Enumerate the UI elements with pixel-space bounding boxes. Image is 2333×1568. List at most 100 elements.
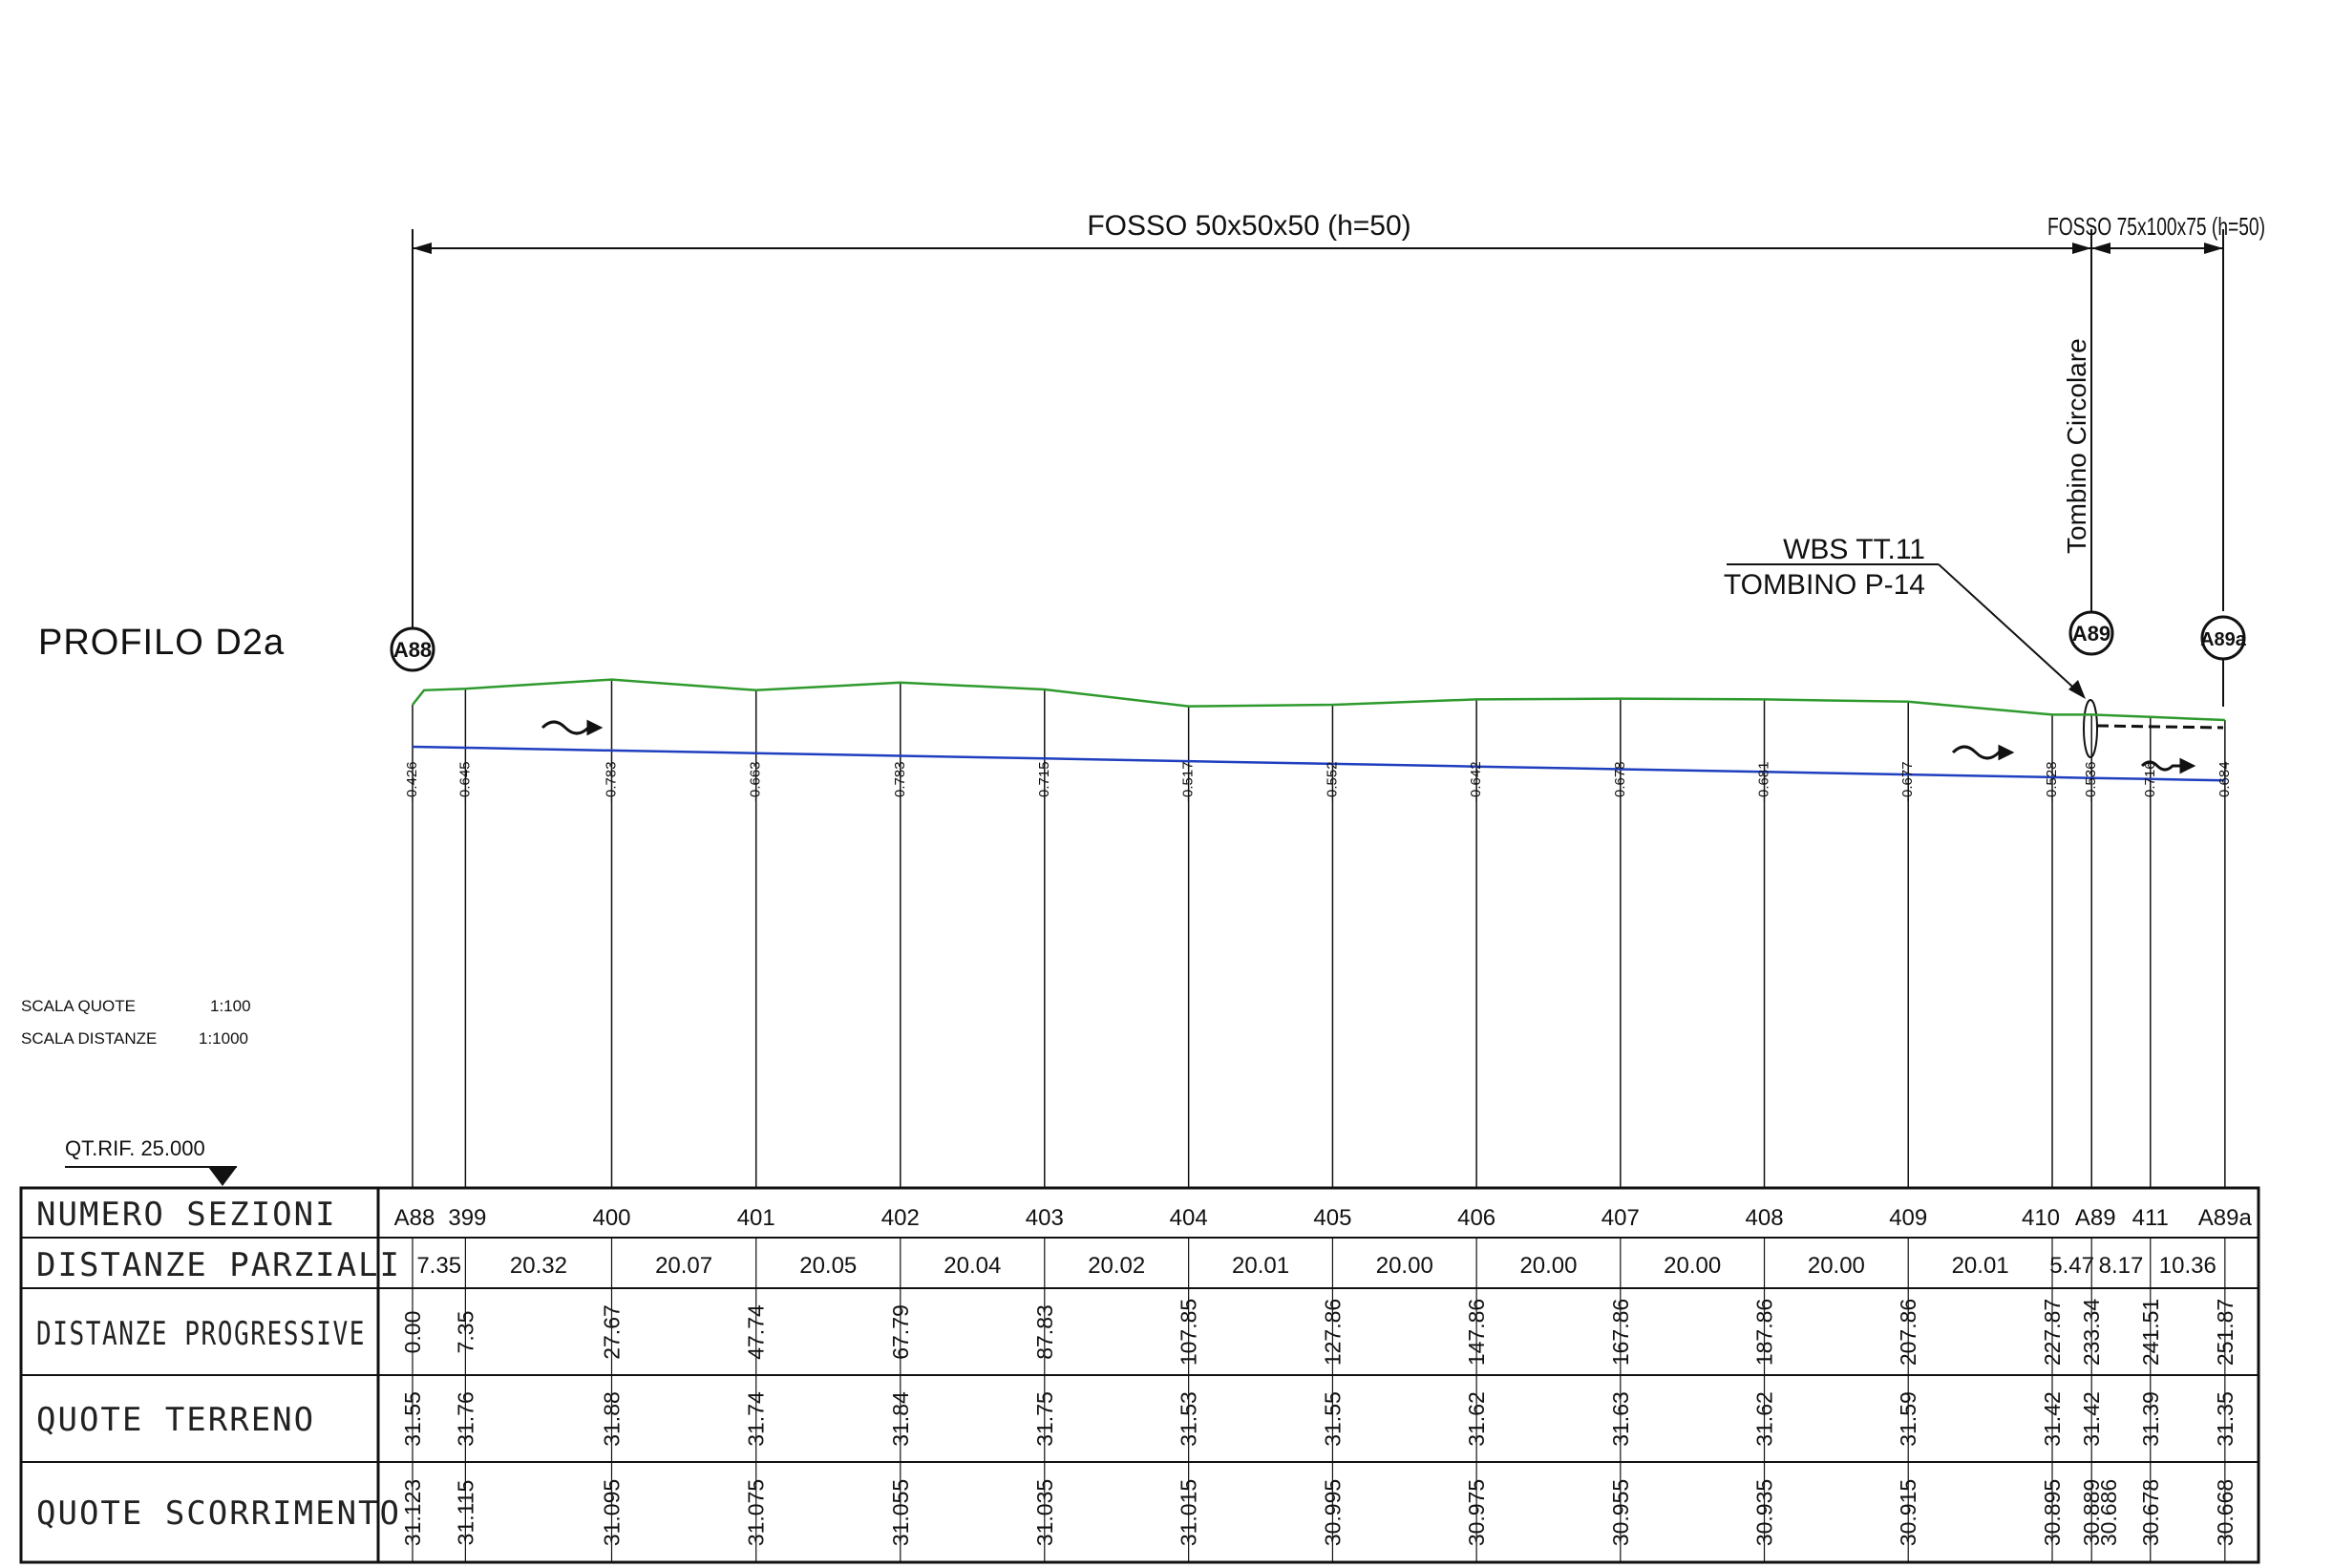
- partial-distance: 20.04: [944, 1253, 1001, 1279]
- partial-distance: 20.00: [1519, 1253, 1577, 1279]
- depth-label: -0.517: [1180, 761, 1197, 802]
- arrow-icon: [2204, 243, 2223, 254]
- progressive-distance: 107.85: [1177, 1299, 1201, 1366]
- progressive-distance: 167.86: [1608, 1299, 1633, 1366]
- partial-distance: 10.36: [2159, 1253, 2216, 1279]
- arrow-icon: [413, 243, 432, 254]
- depth-label: -0.536: [2083, 761, 2099, 802]
- node-marker-a89a: A89a: [2200, 615, 2247, 661]
- terrain-elevation: 31.35: [2213, 1391, 2238, 1447]
- culvert-wbs-label: WBS TT.11: [1783, 534, 1925, 565]
- progressive-distance: 0.00: [400, 1311, 425, 1354]
- flow-arrow-icon: [2140, 760, 2190, 772]
- scale-distances-label: SCALA DISTANZE: [21, 1029, 157, 1048]
- flow-elevation: 31.075: [744, 1479, 769, 1546]
- flow-elevation: 31.123: [400, 1479, 425, 1546]
- section-number: 410: [2022, 1205, 2060, 1231]
- flow-elevation: 30.668: [2213, 1479, 2238, 1546]
- flow-elevation: 30.995: [1320, 1479, 1345, 1546]
- svg-text:A89: A89: [2072, 622, 2110, 646]
- flow-arrow-head-icon: [586, 719, 604, 736]
- terrain-elevation: 31.42: [2079, 1391, 2104, 1447]
- partial-distance: 7.35: [416, 1253, 461, 1279]
- flow-arrow-head-icon: [1998, 744, 2015, 761]
- flow-arrow-icon: [1951, 745, 2010, 760]
- terrain-profile-line: [412, 678, 2225, 722]
- section-number: 399: [448, 1205, 486, 1231]
- section-number: 404: [1170, 1205, 1208, 1231]
- depth-label: -0.678: [1612, 761, 1628, 802]
- section-number: A89: [2075, 1205, 2116, 1231]
- progressive-distance: 67.79: [888, 1304, 913, 1360]
- terrain-elevation: 31.88: [599, 1391, 624, 1447]
- depth-labels: -0.426 -0.645 -0.783 -0.663 -0.783 -0.715 -0.5…: [404, 761, 2233, 802]
- progressive-distance: 147.86: [1464, 1299, 1489, 1366]
- flow-elevation: 30.915: [1896, 1479, 1920, 1546]
- culvert-section-icon: [2083, 699, 2098, 758]
- partial-distance: 20.01: [1232, 1253, 1289, 1279]
- depth-label: -0.642: [1468, 761, 1484, 802]
- flow-elevation: 31.035: [1032, 1479, 1057, 1546]
- terrain-elevation: 31.42: [2040, 1391, 2065, 1447]
- partial-distance: 8.17: [2099, 1253, 2144, 1279]
- depth-label: -0.552: [1324, 761, 1340, 802]
- depth-label: -0.681: [1756, 761, 1772, 802]
- row-label-terrain: QUOTE TERRENO: [36, 1401, 315, 1439]
- row-label-flow: QUOTE SCORRIMENTO: [36, 1494, 401, 1533]
- flow-elevation: 31.095: [599, 1479, 624, 1546]
- depth-label: -0.426: [404, 761, 420, 802]
- node-marker-a89: A89: [2068, 610, 2114, 656]
- partial-distance: 20.00: [1808, 1253, 1865, 1279]
- svg-text:A89a: A89a: [2200, 629, 2247, 650]
- channel-label-end: FOSSO 75x100x75 (h=50): [2047, 212, 2265, 241]
- flow-elevation: 30.895: [2040, 1479, 2065, 1546]
- flow-elevation: 31.015: [1177, 1479, 1201, 1546]
- row-label-sections: NUMERO SEZIONI: [36, 1196, 337, 1234]
- profile-title: PROFILO D2a: [38, 623, 285, 663]
- culvert-dashed-line: [2096, 724, 2224, 730]
- terrain-elevation: 31.53: [1177, 1391, 1201, 1447]
- progressive-distance: 127.86: [1320, 1299, 1345, 1366]
- section-number: 400: [592, 1205, 630, 1231]
- flow-elevation: 30.975: [1464, 1479, 1489, 1546]
- flow-elevation: 30.678: [2138, 1479, 2163, 1546]
- terrain-elevation: 31.63: [1608, 1391, 1633, 1447]
- scale-quote-value: 1:100: [210, 997, 251, 1015]
- progressive-distance: 251.87: [2213, 1299, 2238, 1366]
- flow-elevation: 31.055: [888, 1479, 913, 1546]
- progressive-distance: 7.35: [453, 1311, 477, 1354]
- channel-dimensions: [412, 229, 2224, 635]
- flow-arrow-head-icon: [2179, 757, 2196, 774]
- terrain-elevation: 31.59: [1896, 1391, 1920, 1447]
- dimension-arrows: [413, 243, 2223, 254]
- depth-label: -0.663: [748, 761, 764, 802]
- data-table: [19, 1186, 2260, 1564]
- progressive-distance: 27.67: [599, 1304, 624, 1360]
- terrain-elevation: 31.76: [453, 1391, 477, 1447]
- partial-distance: 20.00: [1376, 1253, 1433, 1279]
- progressive-distance: 227.87: [2040, 1299, 2065, 1366]
- progressive-distance: 233.34: [2079, 1299, 2104, 1367]
- section-number: 403: [1026, 1205, 1064, 1231]
- flow-elevation: 30.889: [2079, 1479, 2104, 1546]
- depth-label: -0.677: [1899, 761, 1916, 802]
- section-number: 408: [1746, 1205, 1784, 1231]
- culvert-leader-line: [1938, 563, 2083, 696]
- section-number: A88: [394, 1205, 435, 1231]
- row-label-partial: DISTANZE PARZIALI: [36, 1246, 401, 1284]
- partial-distance: 20.00: [1664, 1253, 1721, 1279]
- partial-distance: 20.02: [1088, 1253, 1145, 1279]
- terrain-elevation: 31.55: [1320, 1391, 1345, 1447]
- culvert-name-label: TOMBINO P-14: [1724, 569, 1925, 601]
- terrain-elevation: 31.55: [400, 1391, 425, 1447]
- channel-label-main: FOSSO 50x50x50 (h=50): [1087, 210, 1410, 242]
- depth-label: -0.645: [456, 761, 473, 802]
- partial-distance: 5.47: [2049, 1253, 2094, 1279]
- section-number: 401: [737, 1205, 775, 1231]
- terrain-elevation: 31.39: [2138, 1391, 2163, 1447]
- progressive-distance: 47.74: [744, 1304, 769, 1360]
- terrain-elevation: 31.62: [1464, 1391, 1489, 1447]
- section-vertical-lines: [412, 679, 2226, 1188]
- flow-elevation: 31.115: [453, 1480, 477, 1546]
